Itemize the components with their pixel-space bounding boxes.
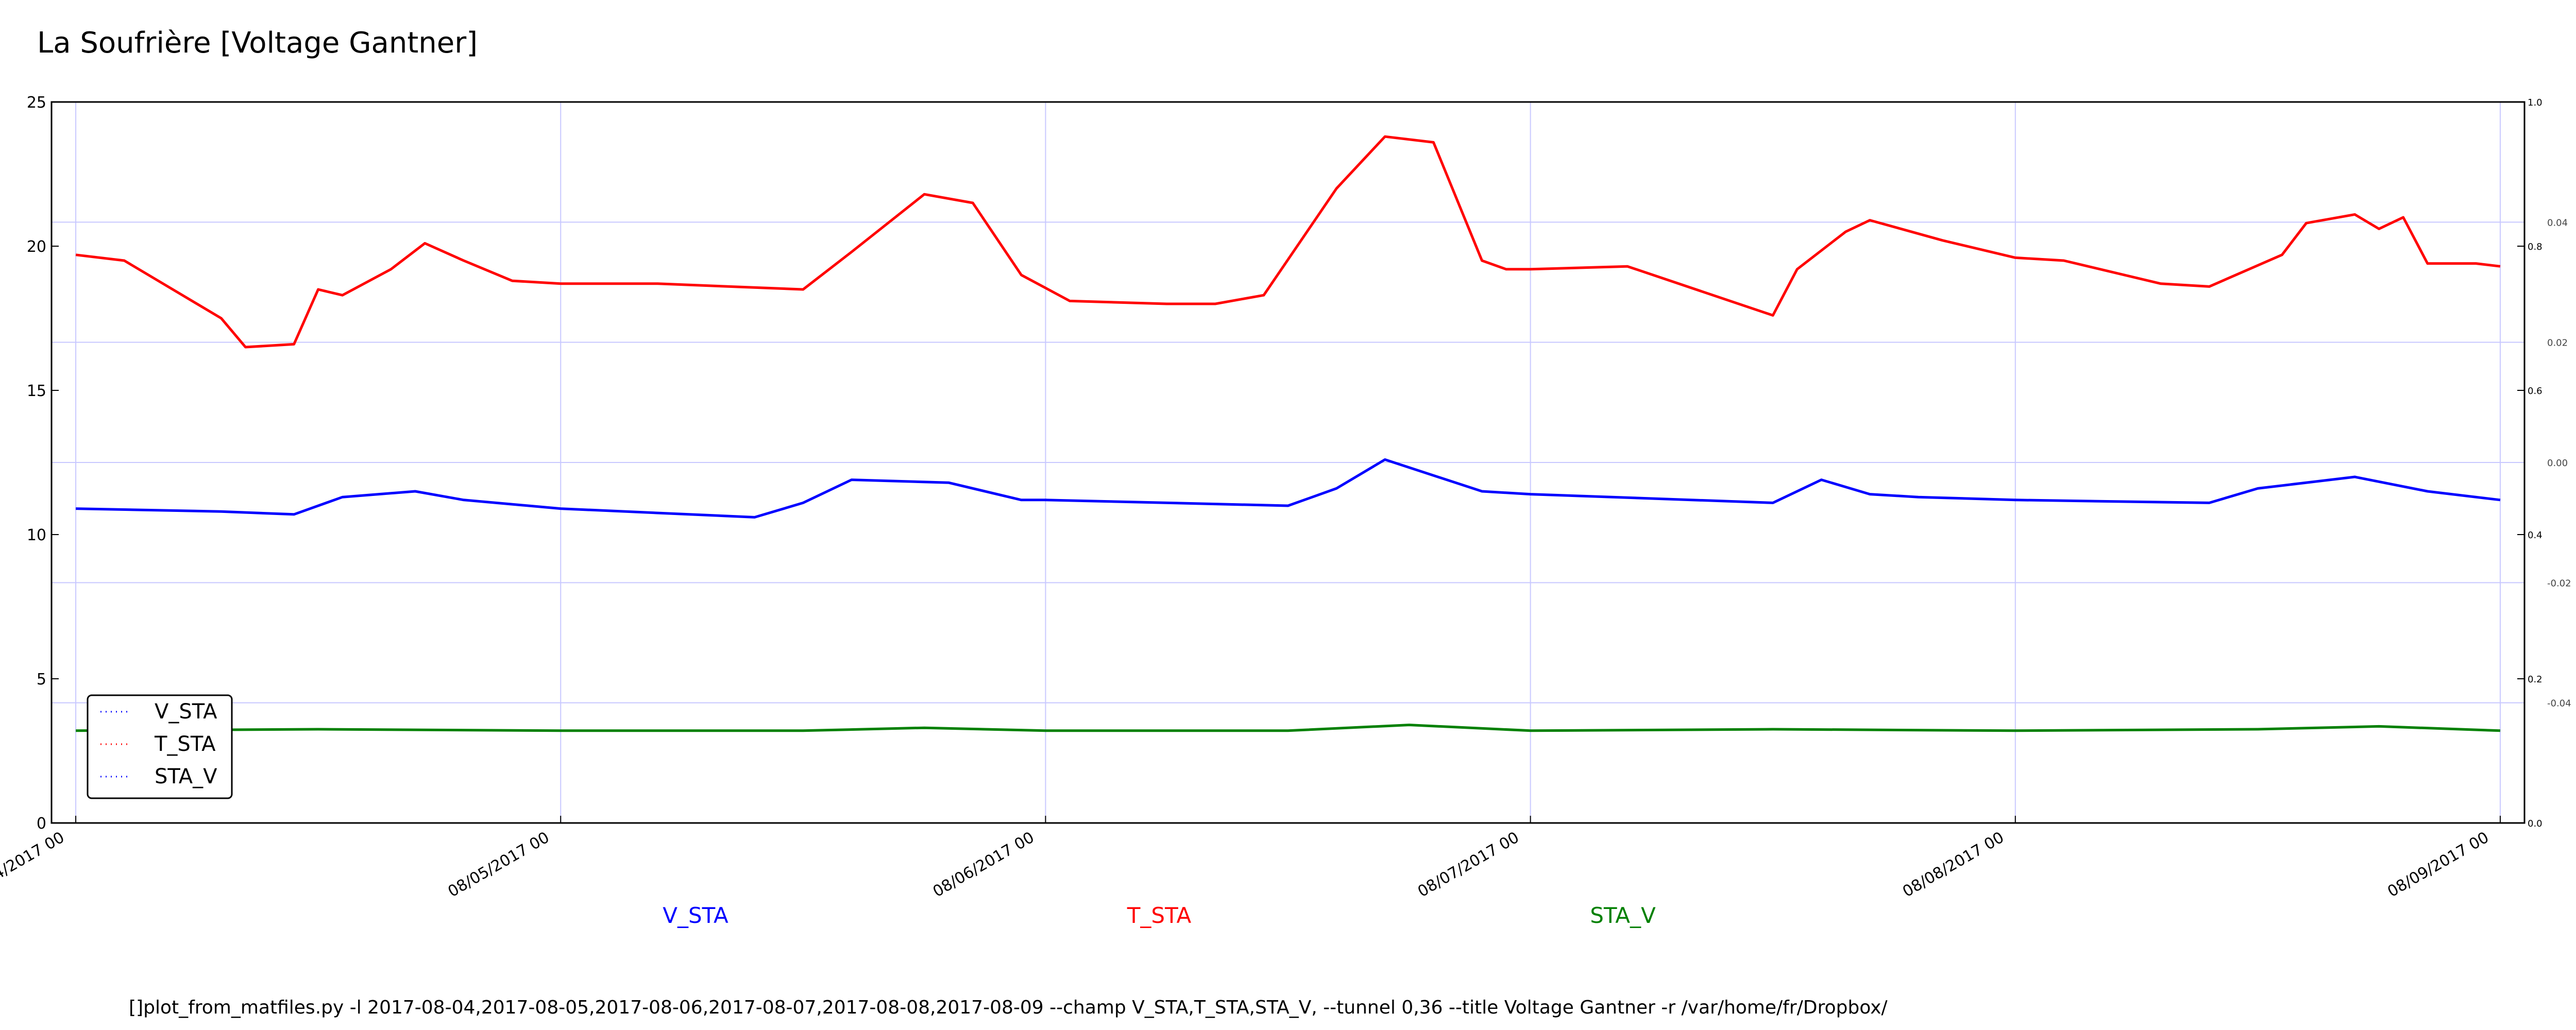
x-tick-label: 08/07/2017 00: [1415, 829, 1522, 901]
right-tick-label: 0.2: [2528, 674, 2543, 685]
legend-label-v-sta: V_STA: [155, 700, 217, 724]
series-title-sta-v: STA_V: [1590, 903, 1656, 928]
legend-label-sta-v: STA_V: [155, 765, 217, 788]
right-inner-tick-label: 0.00: [2547, 458, 2568, 469]
series-line-v-sta: [76, 458, 2501, 519]
right-inner-tick-label: -0.02: [2547, 578, 2571, 589]
series-line-t-sta: [75, 135, 2501, 349]
series-line-sta-v: [76, 724, 2500, 732]
right-inner-tick-label: 0.02: [2547, 338, 2568, 349]
legend-box: [87, 694, 233, 799]
right-inner-tick-label: -0.04: [2547, 698, 2571, 709]
x-tick-label: 08/04/2017 00: [0, 829, 67, 901]
right-tick-label: 0.6: [2528, 386, 2543, 397]
y-tick-label: 5: [37, 671, 46, 689]
series-title-v-sta: V_STA: [663, 903, 728, 928]
y-tick-label: 20: [27, 238, 46, 256]
series-title-t-sta: T_STA: [1127, 903, 1192, 928]
x-tick-label: 08/06/2017 00: [930, 829, 1038, 901]
y-tick-label: 10: [27, 526, 46, 544]
right-inner-tick-label: 0.04: [2547, 217, 2568, 228]
legend-label-t-sta: T_STA: [154, 732, 216, 756]
chart-title: La Soufrière [Voltage Gantner]: [37, 26, 478, 60]
right-tick-label: 0.0: [2528, 818, 2543, 829]
x-axis: 08/04/2017 00 08/05/2017 00 08/06/2017 00 0…: [0, 816, 2501, 901]
x-tick-label: 08/09/2017 00: [2384, 829, 2492, 901]
series-layer: [75, 135, 2501, 732]
legend: V_STA T_STA STA_V: [87, 694, 233, 799]
grid: [52, 102, 2524, 823]
right-tick-label: 0.4: [2528, 530, 2543, 541]
right-tick-label: 0.8: [2528, 242, 2543, 252]
y-axis: 0 5 10 15 20 25: [27, 94, 2524, 833]
y-tick-label: 0: [37, 815, 46, 833]
footer-command: []plot_from_matfiles.py -l 2017-08-04,20…: [129, 997, 1888, 1018]
right-axis: 0.0 0.2 0.4 0.6 0.8 1.0 -0.04 -0.02 0.00 0.02 0.04: [2528, 97, 2571, 829]
plot-frame: [50, 101, 2526, 824]
right-tick-label: 1.0: [2528, 97, 2543, 108]
y-tick-label: 25: [27, 94, 46, 112]
y-tick-label: 15: [27, 382, 46, 400]
x-tick-label: 08/08/2017 00: [1900, 829, 2007, 901]
x-tick-label: 08/05/2017 00: [445, 829, 553, 901]
